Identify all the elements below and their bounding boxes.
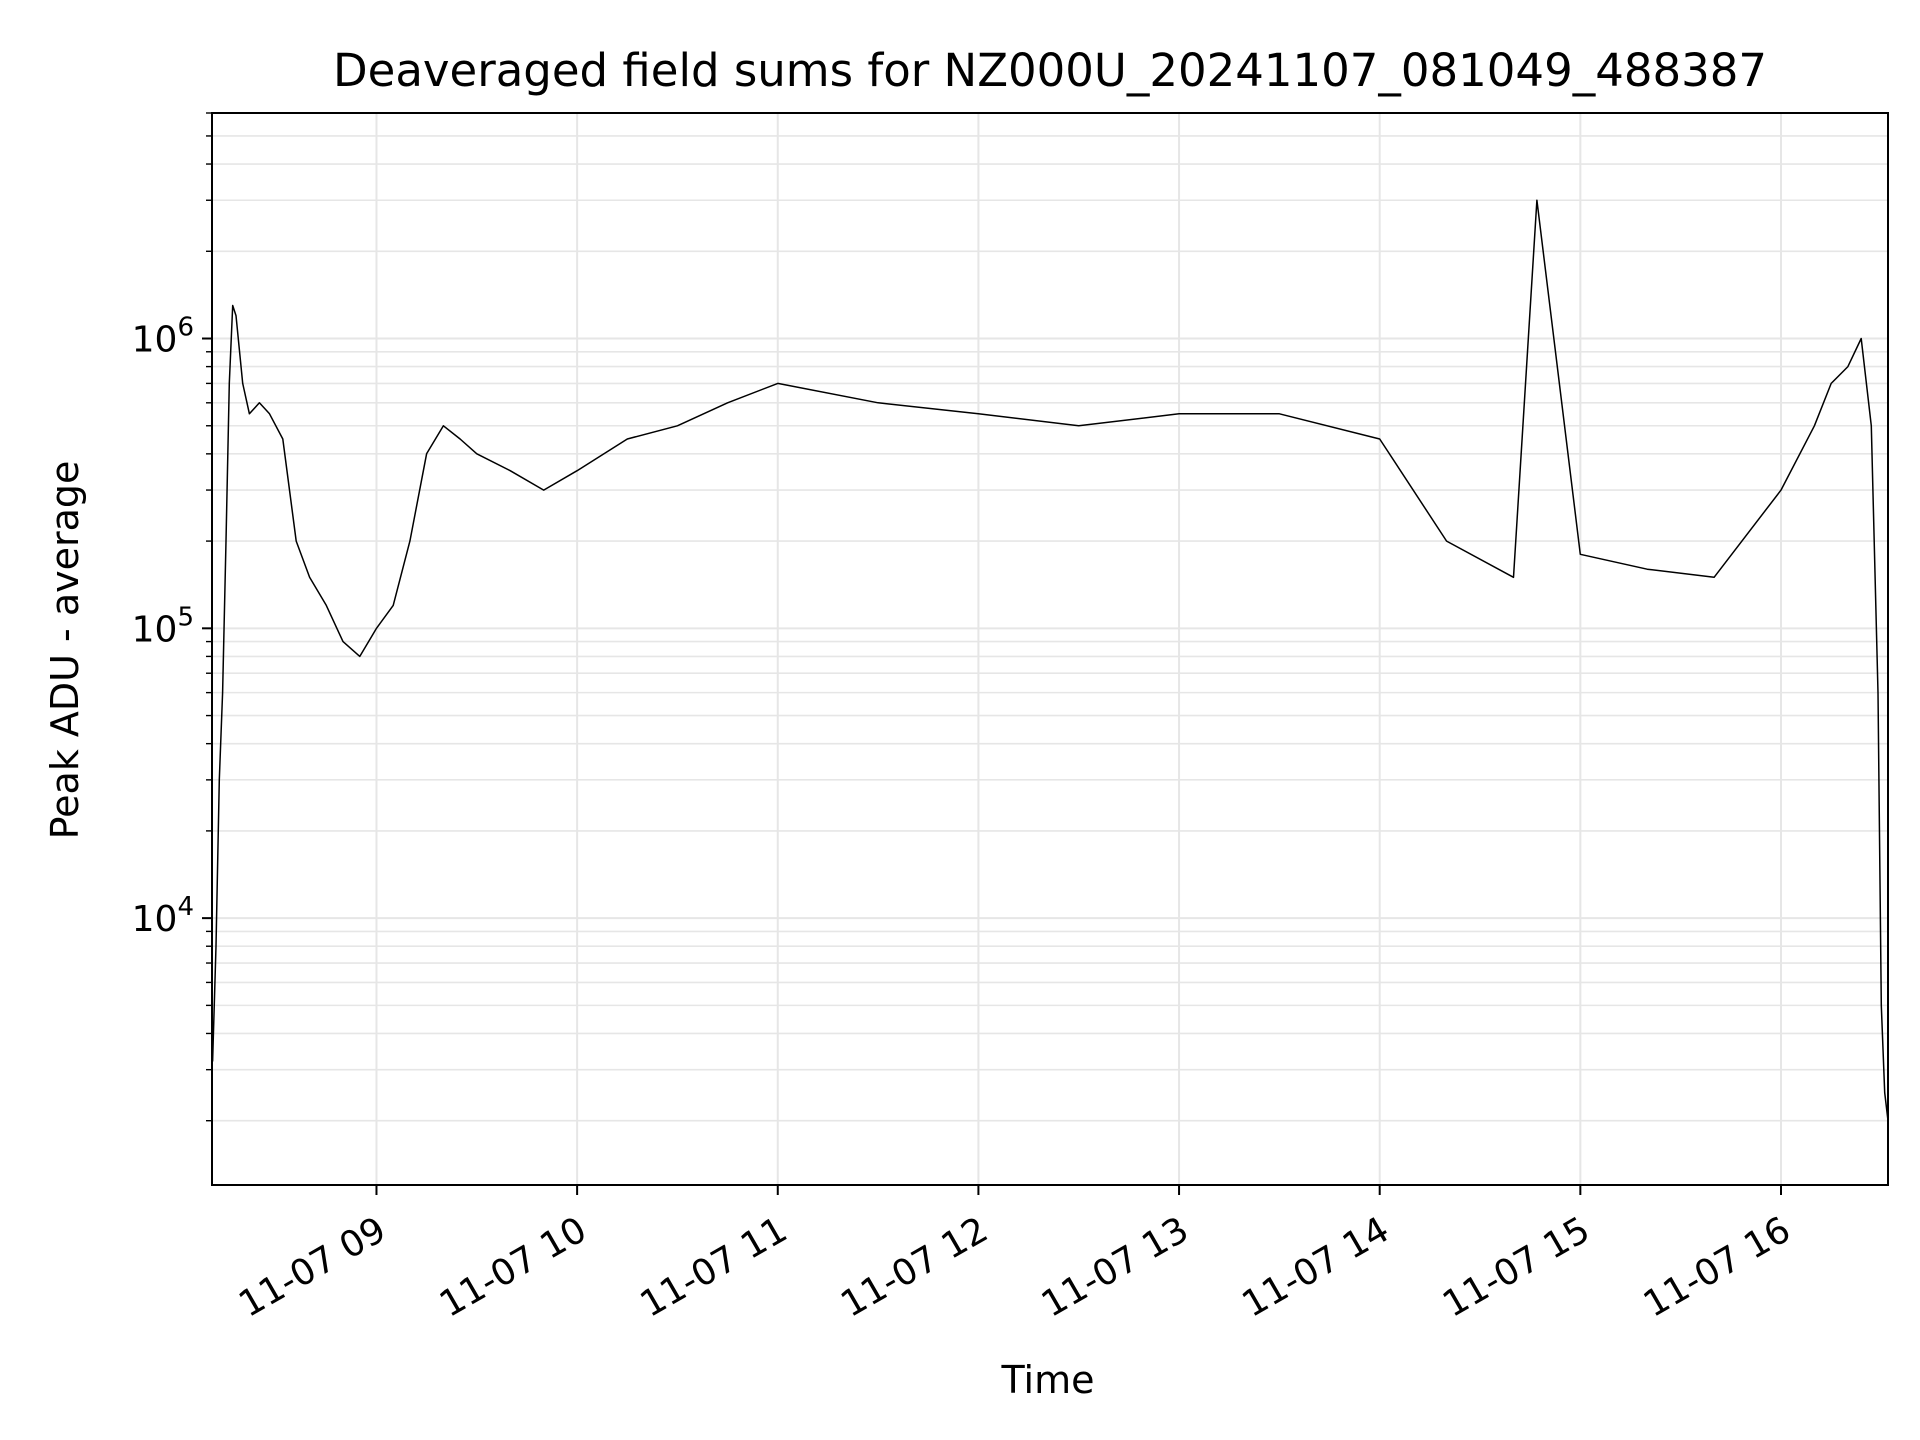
- y-tick-exponent: 4: [177, 892, 194, 922]
- y-axis-label: Peak ADU - average: [43, 461, 87, 840]
- grid-lines: [212, 112, 1888, 1185]
- x-axis-label: Time: [1001, 1358, 1095, 1402]
- y-tick-label: 105: [132, 602, 194, 650]
- data-line: [211, 199, 1889, 1121]
- y-tick-label: 106: [132, 313, 194, 361]
- y-tick-exponent: 6: [177, 313, 194, 343]
- y-tick-label: 104: [132, 892, 194, 940]
- chart-title: Deaveraged field sums for NZ000U_2024110…: [333, 44, 1767, 97]
- plot-frame: [211, 112, 1889, 1186]
- y-tick-base: 10: [132, 609, 178, 650]
- y-tick-base: 10: [132, 899, 178, 940]
- y-tick-base: 10: [132, 320, 178, 361]
- y-tick-exponent: 5: [177, 602, 194, 632]
